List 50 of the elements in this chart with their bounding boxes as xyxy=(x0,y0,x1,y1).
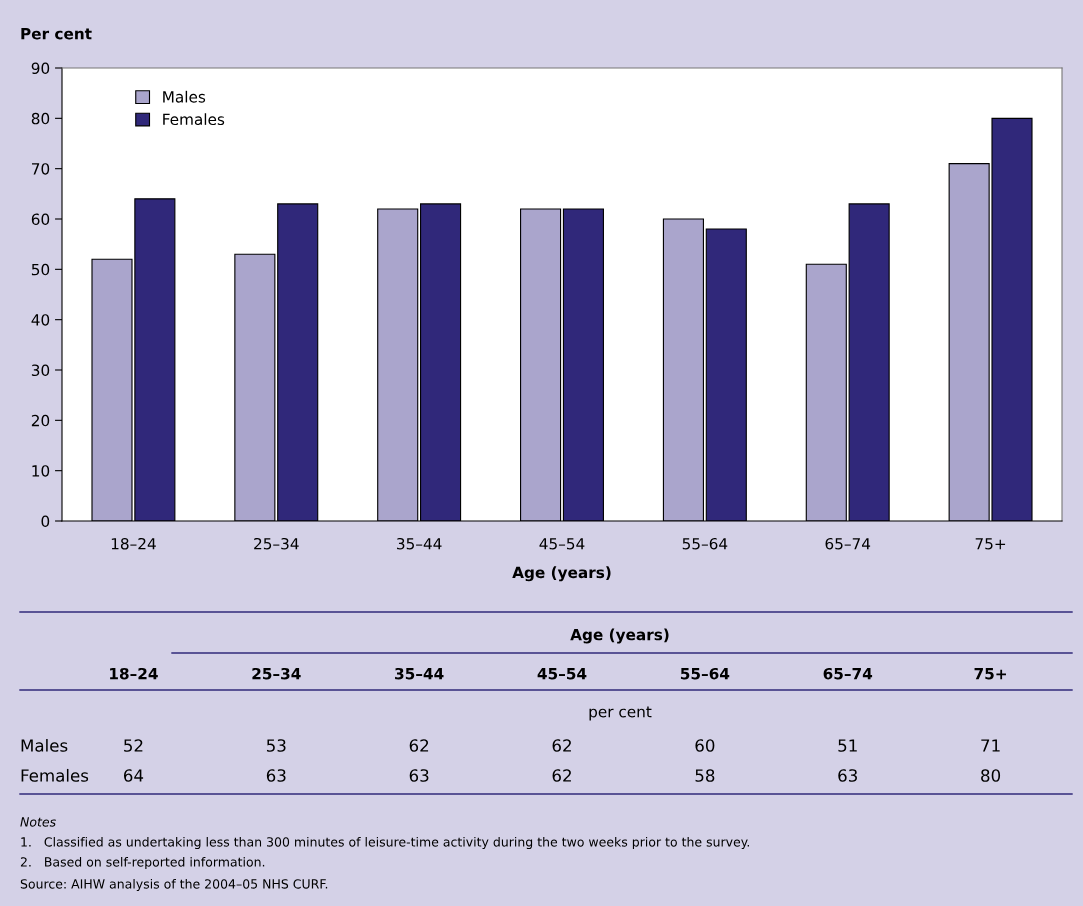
data-label: 60 xyxy=(695,739,715,752)
x-axis-title: Age (years) xyxy=(512,566,611,582)
data-label: 63 xyxy=(838,769,857,782)
data-label: 71 xyxy=(981,739,1000,752)
text: 2. Based on self-reported information. xyxy=(20,856,265,870)
data-label: 53 xyxy=(266,739,286,752)
y-tick-label: 50 xyxy=(31,263,50,276)
x-tick-label: 55–64 xyxy=(682,537,728,550)
data-label: 58 xyxy=(695,769,715,782)
x-tick-label: 25–34 xyxy=(254,537,299,550)
y-tick-label: 0 xyxy=(41,515,50,528)
text: Notes xyxy=(20,817,56,827)
y-tick-label: 90 xyxy=(31,62,50,75)
data-label: 62 xyxy=(552,769,571,782)
category-label: 55–64 xyxy=(680,667,730,680)
y-tick-label: 20 xyxy=(31,414,50,427)
data-label: 80 xyxy=(981,769,1001,782)
legend-label: Males xyxy=(163,90,206,103)
text: Females xyxy=(21,768,89,782)
text: Males xyxy=(21,738,68,752)
y-tick-label: 80 xyxy=(31,112,50,125)
y-tick-label: 10 xyxy=(32,465,50,477)
data-label: 62 xyxy=(552,739,571,752)
y-tick-label: 30 xyxy=(31,364,50,377)
data-label: 63 xyxy=(409,769,429,782)
data-label: 52 xyxy=(124,739,143,752)
category-label: 75+ xyxy=(974,668,1006,680)
x-tick-label: 35–44 xyxy=(397,537,442,550)
text: 1. Classified as undertaking less than 300 minutes of leisure-time activity during the two weeks prior to the survey. xyxy=(21,836,749,850)
x-tick-label: 75+ xyxy=(975,538,1006,550)
source-note: Source: AIHW analysis of the 2004–05 NHS CURF. xyxy=(20,878,328,892)
y-tick-label: 40 xyxy=(31,314,50,326)
category-label: 35–44 xyxy=(395,667,444,680)
data-label: 51 xyxy=(838,739,857,752)
y-axis-title: Per cent xyxy=(21,28,92,40)
category-label: 45–54 xyxy=(537,668,587,680)
y-tick-label: 60 xyxy=(31,213,50,226)
data-label: 63 xyxy=(266,769,286,782)
category-label: 18–24 xyxy=(110,667,158,680)
category-label: 25–34 xyxy=(252,667,301,680)
y-tick-label: 70 xyxy=(32,163,50,175)
legend-label: Females xyxy=(163,113,225,126)
x-tick-label: 65–74 xyxy=(825,537,871,550)
x-tick-label: 45–54 xyxy=(539,538,585,550)
x-tick-label: 18–24 xyxy=(111,537,156,550)
data-label: 62 xyxy=(409,739,429,752)
text: Age (years) xyxy=(570,628,669,644)
category-label: 65–74 xyxy=(823,667,873,680)
text: per cent xyxy=(589,706,652,721)
data-label: 64 xyxy=(123,769,144,782)
